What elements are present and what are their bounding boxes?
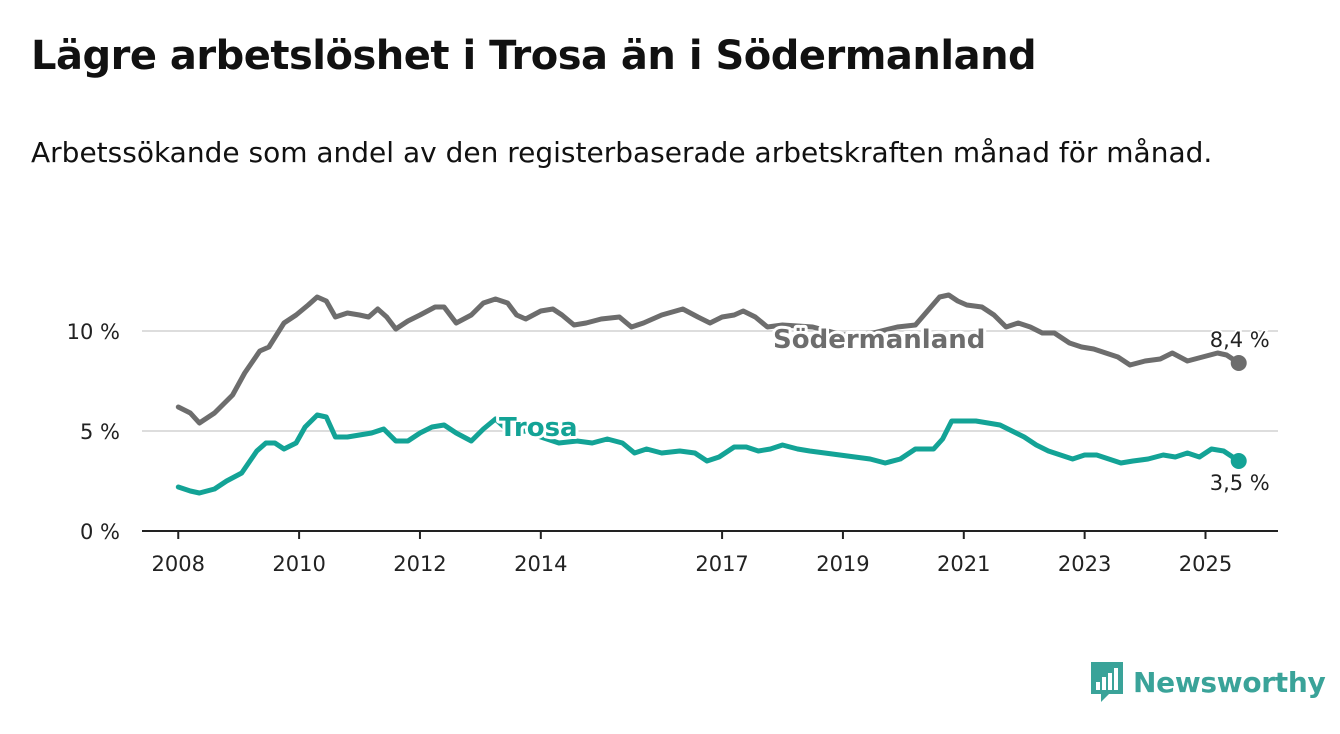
series-labels: 8,4 % 3,5 % Södermanland Trosa: [496, 322, 1272, 497]
x-tick-label: 2021: [937, 552, 990, 576]
x-tick-label: 2019: [816, 552, 869, 576]
series-line-södermanland: [175, 292, 1242, 426]
newsworthy-logo: Newsworthy: [1089, 660, 1326, 704]
x-tick-label: 2017: [695, 552, 748, 576]
x-tick-label: 2012: [393, 552, 446, 576]
x-tick-label: 2014: [514, 552, 567, 576]
y-tick-label: 0 %: [80, 520, 120, 544]
y-tick-label: 10 %: [67, 320, 120, 344]
series-lines: [175, 292, 1247, 496]
end-value-label: 3,5 %: [1210, 471, 1270, 495]
y-axis-ticks: 0 % 5 % 10 %: [67, 320, 120, 544]
chart-subtitle: Arbetssökande som andel av den registerb…: [31, 136, 1213, 169]
y-tick-label: 5 %: [80, 420, 120, 444]
x-axis-ticks: 2008 2010 2012 2014 2017 2019 2021 2023 2025: [152, 531, 1232, 576]
series-end-point: [1230, 355, 1247, 371]
series-end-point: [1230, 453, 1247, 469]
series-line-trosa: [175, 412, 1242, 496]
grid-lines: [142, 330, 1278, 432]
series-name-label: Södermanland: [773, 325, 985, 355]
line-chart: 0 %5 %10 % 2008 2010 2012 2014 2017 2019 2021 2…: [67, 292, 1278, 576]
brand-name: Newsworthy: [1133, 665, 1326, 699]
x-tick-label: 2008: [152, 552, 205, 576]
series-name-label: Trosa: [499, 413, 578, 443]
x-tick-label: 2010: [272, 552, 325, 576]
x-tick-label: 2023: [1058, 552, 1111, 576]
x-tick-label: 2025: [1179, 552, 1232, 576]
bar-chart-speech-icon: [1091, 662, 1123, 702]
chart-title: Lägre arbetslöshet i Trosa än i Söderman…: [31, 33, 1037, 79]
end-value-label: 8,4 %: [1210, 328, 1270, 352]
